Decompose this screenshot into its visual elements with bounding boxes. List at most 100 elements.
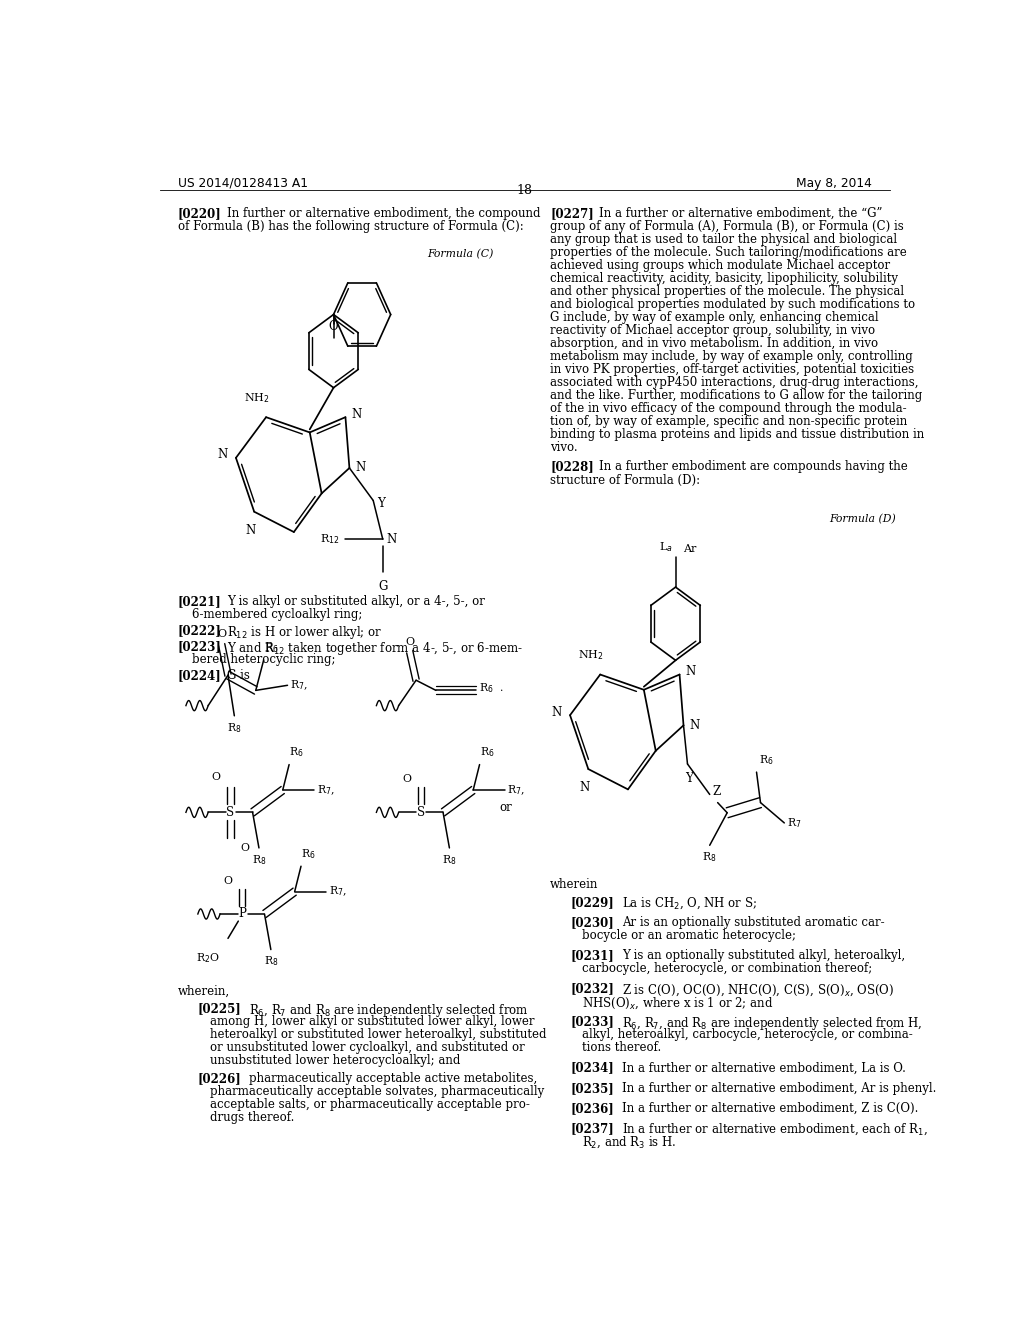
Text: G include, by way of example only, enhancing chemical: G include, by way of example only, enhan… <box>550 312 879 325</box>
Text: Y: Y <box>377 498 385 510</box>
Text: heteroalkyl or substituted lower heteroalkyl, substituted: heteroalkyl or substituted lower heteroa… <box>210 1028 546 1041</box>
Text: S: S <box>226 805 234 818</box>
Text: [0223]: [0223] <box>178 640 222 653</box>
Text: In a further or alternative embodiment, each of R$_1$,: In a further or alternative embodiment, … <box>622 1122 928 1138</box>
Text: R$_8$: R$_8$ <box>227 721 242 735</box>
Text: In a further embodiment are compounds having the: In a further embodiment are compounds ha… <box>599 461 908 474</box>
Text: R$_7$,: R$_7$, <box>329 884 346 899</box>
Text: chemical reactivity, acidity, basicity, lipophilicity, solubility: chemical reactivity, acidity, basicity, … <box>550 272 898 285</box>
Text: among H, lower alkyl or substituted lower alkyl, lower: among H, lower alkyl or substituted lowe… <box>210 1015 535 1028</box>
Text: Y: Y <box>685 772 693 785</box>
Text: O: O <box>402 774 411 784</box>
Text: R$_6$, R$_7$ and R$_8$ are independently selected from: R$_6$, R$_7$ and R$_8$ are independently… <box>250 1002 529 1019</box>
Text: N: N <box>245 524 255 537</box>
Text: Z is C(O), OC(O), NHC(O), C(S), S(O)$_x$, OS(O): Z is C(O), OC(O), NHC(O), C(S), S(O)$_x$… <box>622 982 894 998</box>
Text: In a further or alternative embodiment, La is O.: In a further or alternative embodiment, … <box>622 1061 905 1074</box>
Text: In a further or alternative embodiment, Ar is phenyl.: In a further or alternative embodiment, … <box>622 1081 936 1094</box>
Text: R$_8$: R$_8$ <box>252 853 266 867</box>
Text: R$_7$,: R$_7$, <box>290 678 307 692</box>
Text: [0237]: [0237] <box>570 1122 613 1135</box>
Text: [0220]: [0220] <box>178 207 222 220</box>
Text: R$_{12}$ is H or lower alkyl; or: R$_{12}$ is H or lower alkyl; or <box>227 624 382 642</box>
Text: May 8, 2014: May 8, 2014 <box>796 177 871 190</box>
Text: N: N <box>218 449 228 461</box>
Text: [0229]: [0229] <box>570 896 613 909</box>
Text: L$_a$: L$_a$ <box>659 540 673 553</box>
Text: NH$_2$: NH$_2$ <box>244 391 269 405</box>
Text: Formula (D): Formula (D) <box>829 513 896 524</box>
Text: [0236]: [0236] <box>570 1102 613 1115</box>
Text: O: O <box>217 628 226 639</box>
Text: R$_8$: R$_8$ <box>442 853 457 867</box>
Text: bered heterocyclic ring;: bered heterocyclic ring; <box>193 653 336 667</box>
Text: R$_{12}$: R$_{12}$ <box>319 532 339 546</box>
Text: Y is alkyl or substituted alkyl, or a 4-, 5-, or: Y is alkyl or substituted alkyl, or a 4-… <box>227 595 485 609</box>
Text: absorption, and in vivo metabolism. In addition, in vivo: absorption, and in vivo metabolism. In a… <box>550 338 879 350</box>
Text: R$_6$: R$_6$ <box>289 746 304 759</box>
Text: and other physical properties of the molecule. The physical: and other physical properties of the mol… <box>550 285 904 298</box>
Text: O: O <box>241 843 249 853</box>
Text: structure of Formula (D):: structure of Formula (D): <box>550 474 700 487</box>
Text: Y is an optionally substituted alkyl, heteroalkyl,: Y is an optionally substituted alkyl, he… <box>622 949 905 962</box>
Text: and the like. Further, modifications to G allow for the tailoring: and the like. Further, modifications to … <box>550 389 923 403</box>
Text: R$_7$,: R$_7$, <box>316 783 335 797</box>
Text: R$_6$: R$_6$ <box>479 746 495 759</box>
Text: Y and R$_{12}$ taken together form a 4-, 5-, or 6-mem-: Y and R$_{12}$ taken together form a 4-,… <box>227 640 523 657</box>
Text: Formula (C): Formula (C) <box>427 248 494 259</box>
Text: S: S <box>417 805 425 818</box>
Text: In further or alternative embodiment, the compound: In further or alternative embodiment, th… <box>227 207 541 220</box>
Text: 6-membered cycloalkyl ring;: 6-membered cycloalkyl ring; <box>193 609 362 620</box>
Text: [0233]: [0233] <box>570 1015 614 1028</box>
Text: R$_2$, and R$_3$ is H.: R$_2$, and R$_3$ is H. <box>582 1135 677 1151</box>
Text: R$_6$: R$_6$ <box>264 642 279 655</box>
Text: N: N <box>351 408 361 421</box>
Text: R$_8$: R$_8$ <box>263 954 279 969</box>
Text: NHS(O)$_x$, where x is 1 or 2; and: NHS(O)$_x$, where x is 1 or 2; and <box>582 995 773 1011</box>
Text: acceptable salts, or pharmaceutically acceptable pro-: acceptable salts, or pharmaceutically ac… <box>210 1098 529 1111</box>
Text: N: N <box>355 462 366 474</box>
Text: Ar is an optionally substituted aromatic car-: Ar is an optionally substituted aromatic… <box>622 916 885 929</box>
Text: any group that is used to tailor the physical and biological: any group that is used to tailor the phy… <box>550 234 897 247</box>
Text: pharmaceutically acceptable active metabolites,: pharmaceutically acceptable active metab… <box>250 1072 538 1085</box>
Text: [0235]: [0235] <box>570 1081 613 1094</box>
Text: [0222]: [0222] <box>178 624 222 638</box>
Text: R$_7$: R$_7$ <box>786 816 801 830</box>
Text: reactivity of Michael acceptor group, solubility, in vivo: reactivity of Michael acceptor group, so… <box>550 325 876 338</box>
Text: Z: Z <box>712 785 720 797</box>
Text: [0234]: [0234] <box>570 1061 613 1074</box>
Text: achieved using groups which modulate Michael acceptor: achieved using groups which modulate Mic… <box>550 259 890 272</box>
Text: [0227]: [0227] <box>550 207 594 220</box>
Text: O: O <box>406 636 415 647</box>
Text: or: or <box>500 801 512 813</box>
Text: US 2014/0128413 A1: US 2014/0128413 A1 <box>178 177 308 190</box>
Text: metabolism may include, by way of example only, controlling: metabolism may include, by way of exampl… <box>550 350 913 363</box>
Text: group of any of Formula (A), Formula (B), or Formula (C) is: group of any of Formula (A), Formula (B)… <box>550 220 904 234</box>
Text: NH$_2$: NH$_2$ <box>578 648 604 663</box>
Text: bocycle or an aromatic heterocycle;: bocycle or an aromatic heterocycle; <box>582 929 796 942</box>
Text: R$_6$: R$_6$ <box>759 754 773 767</box>
Text: [0232]: [0232] <box>570 982 614 995</box>
Text: La is CH$_2$, O, NH or S;: La is CH$_2$, O, NH or S; <box>622 896 757 911</box>
Text: P: P <box>239 907 246 920</box>
Text: N: N <box>685 665 695 678</box>
Text: wherein: wherein <box>550 878 599 891</box>
Text: G is: G is <box>227 669 250 682</box>
Text: carbocycle, heterocycle, or combination thereof;: carbocycle, heterocycle, or combination … <box>582 962 872 975</box>
Text: [0230]: [0230] <box>570 916 613 929</box>
Text: R$_6$  .: R$_6$ . <box>479 681 504 696</box>
Text: 18: 18 <box>517 183 532 197</box>
Text: properties of the molecule. Such tailoring/modifications are: properties of the molecule. Such tailori… <box>550 247 907 259</box>
Text: G: G <box>378 579 387 593</box>
Text: R$_6$: R$_6$ <box>301 847 315 861</box>
Text: Ar: Ar <box>684 544 697 553</box>
Text: vivo.: vivo. <box>550 441 578 454</box>
Text: R$_8$: R$_8$ <box>702 850 717 865</box>
Text: R$_6$, R$_7$, and R$_8$ are independently selected from H,: R$_6$, R$_7$, and R$_8$ are independentl… <box>622 1015 922 1032</box>
Text: [0224]: [0224] <box>178 669 222 682</box>
Text: wherein,: wherein, <box>178 985 230 998</box>
Text: pharmaceutically acceptable solvates, pharmaceutically: pharmaceutically acceptable solvates, ph… <box>210 1085 544 1098</box>
Text: R$_2$O: R$_2$O <box>197 952 220 965</box>
Text: N: N <box>552 706 562 718</box>
Text: [0228]: [0228] <box>550 461 594 474</box>
Text: unsubstituted lower heterocycloalkyl; and: unsubstituted lower heterocycloalkyl; an… <box>210 1055 460 1068</box>
